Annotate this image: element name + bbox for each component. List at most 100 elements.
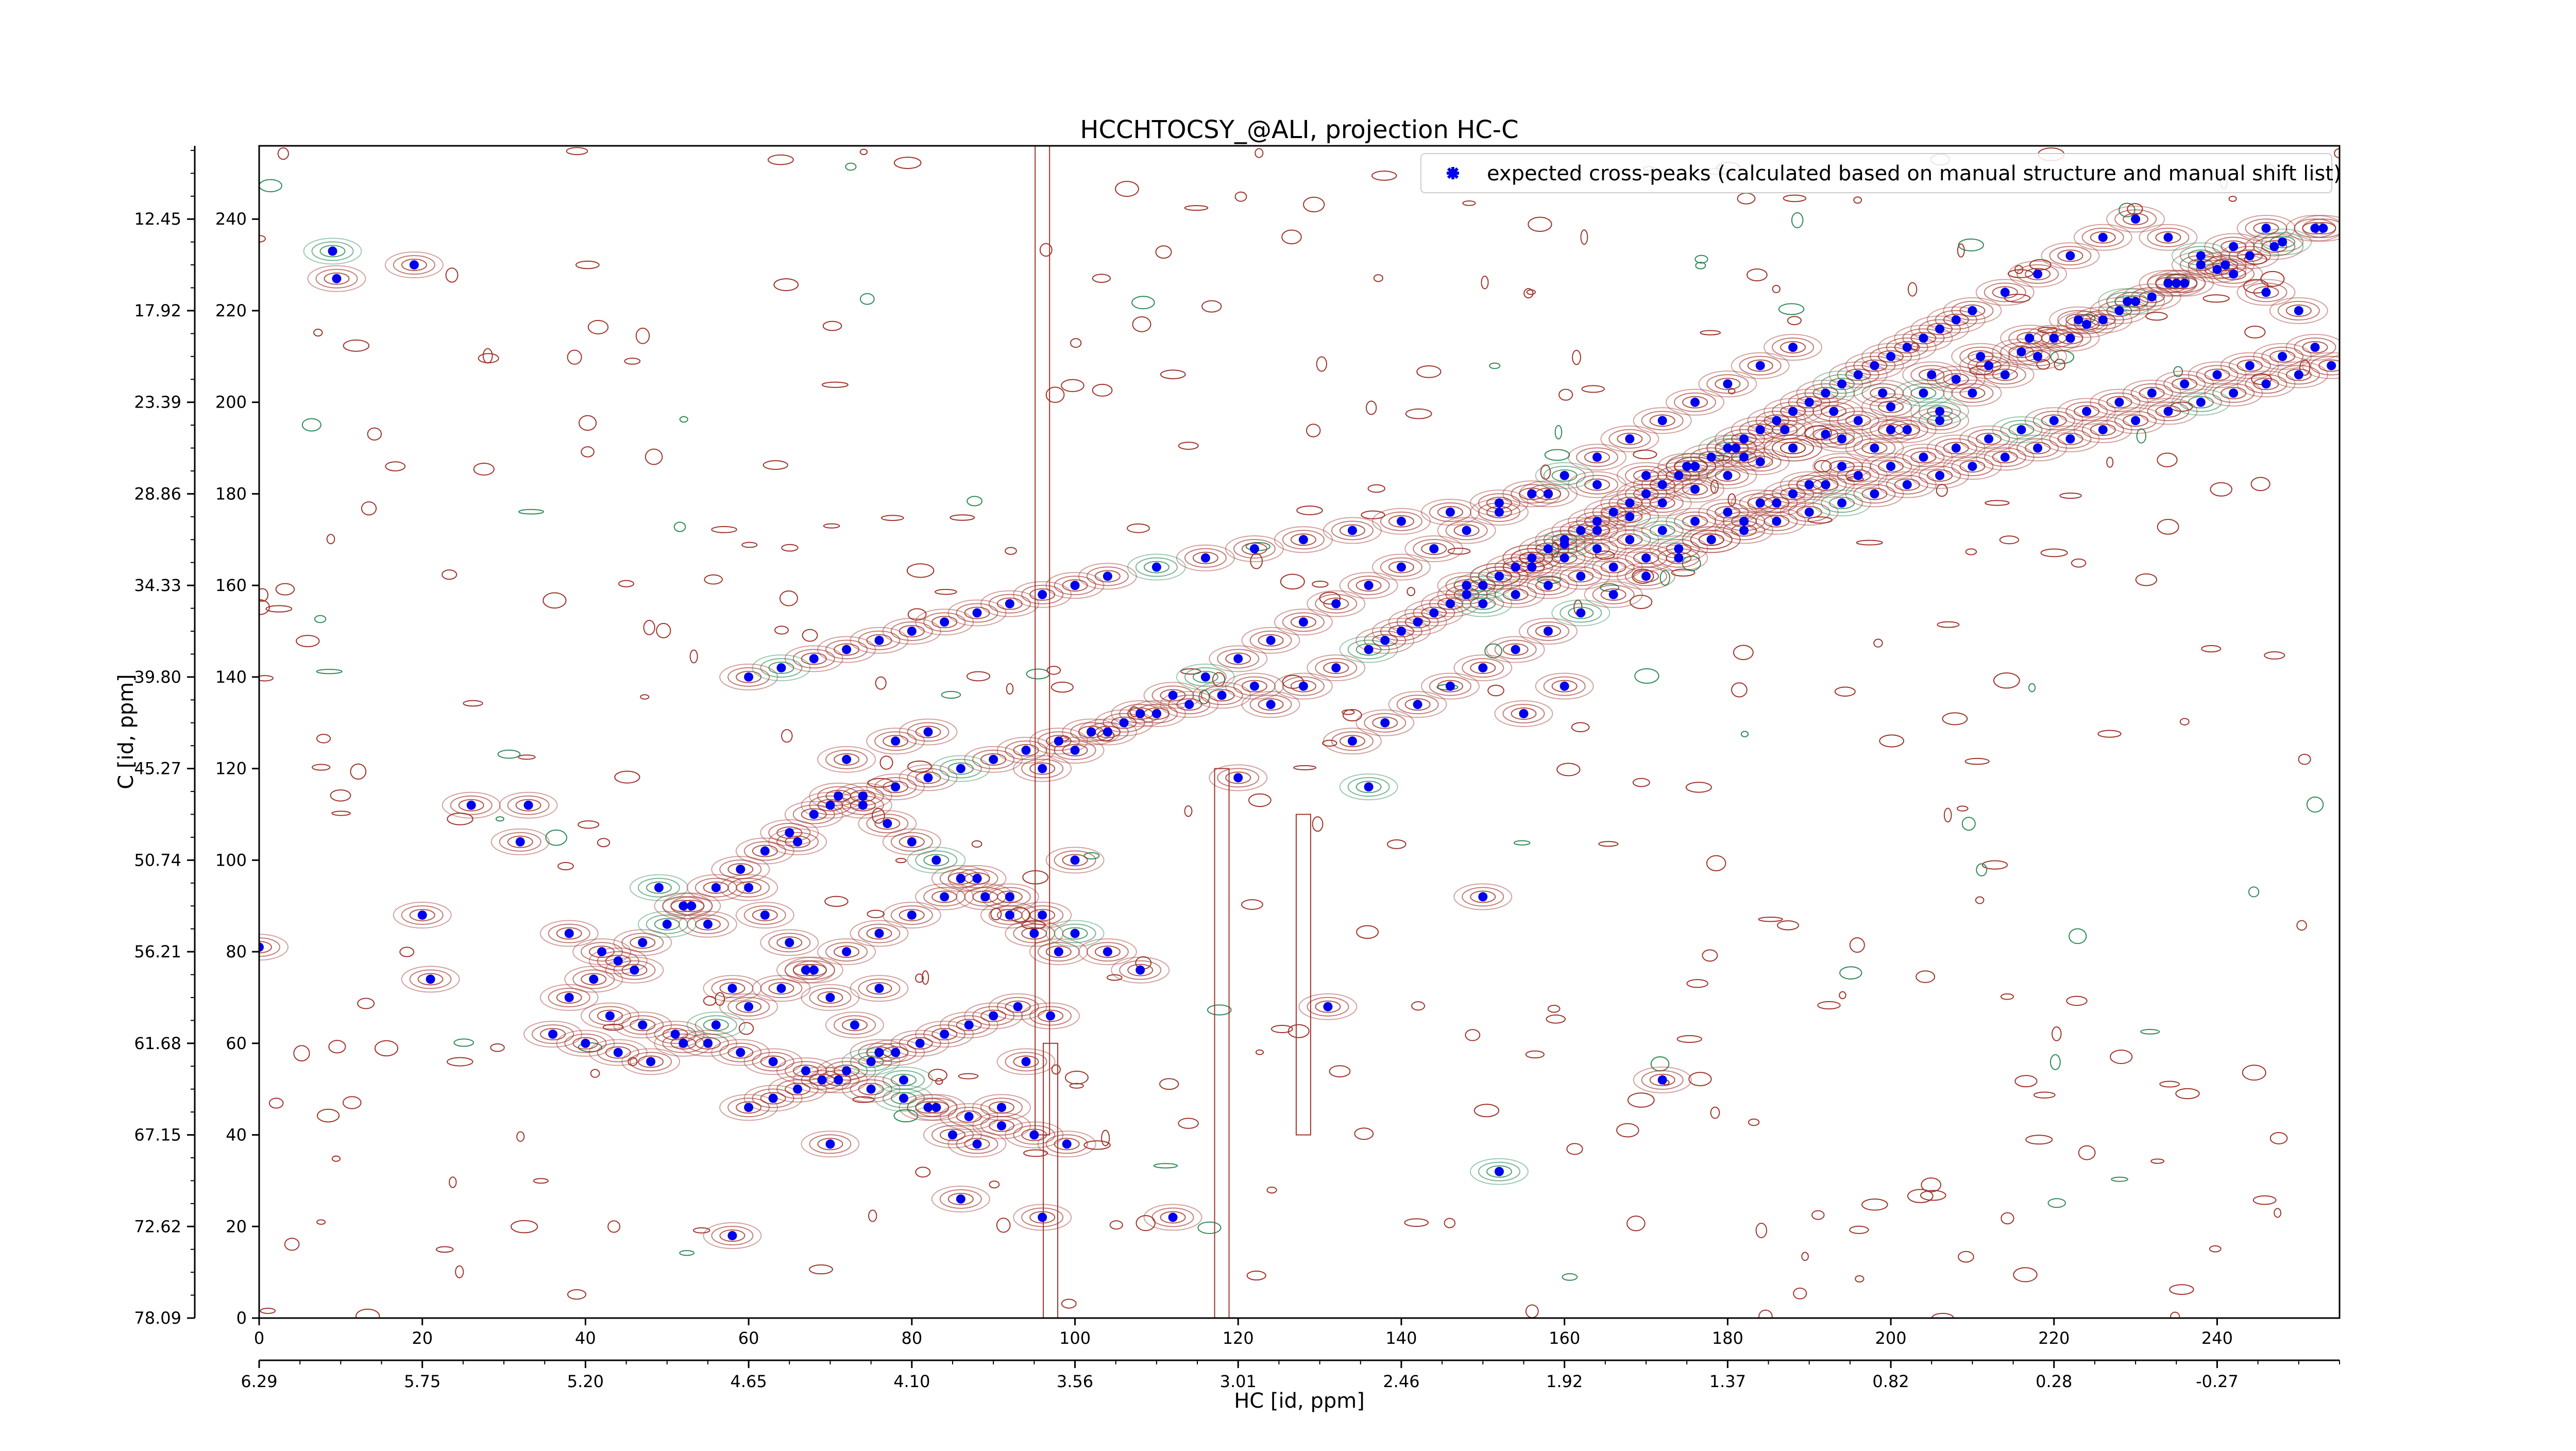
noise-contour bbox=[1484, 643, 1502, 659]
peak-contour bbox=[858, 923, 901, 943]
noise-contour bbox=[1839, 991, 1846, 1000]
noise-contour bbox=[578, 820, 600, 829]
noise-contour bbox=[645, 448, 663, 465]
peak-contour bbox=[1666, 389, 1725, 416]
cross-peak-point bbox=[1184, 700, 1194, 710]
cross-peak-point bbox=[1821, 388, 1831, 398]
noise-contour bbox=[1985, 500, 2010, 506]
peak-contour bbox=[1649, 414, 1675, 427]
noise-contour bbox=[316, 1219, 326, 1225]
peak-contour bbox=[1029, 1006, 1072, 1026]
cross-peak-point bbox=[956, 764, 965, 773]
noise-contour bbox=[1907, 282, 1918, 297]
cross-peak-point bbox=[1829, 407, 1839, 416]
peak-contour bbox=[2016, 332, 2043, 345]
cross-peak-point bbox=[972, 1139, 982, 1149]
cross-peak-point bbox=[866, 1084, 876, 1094]
noise-contour bbox=[2050, 350, 2075, 364]
peak-contour bbox=[2041, 242, 2100, 269]
cross-peak-point bbox=[2294, 370, 2303, 380]
peak-contour bbox=[1698, 533, 1724, 546]
cross-peak-point bbox=[793, 1084, 803, 1094]
peak-contour bbox=[2253, 237, 2296, 257]
peak-contour bbox=[2269, 297, 2328, 324]
noise-contour bbox=[316, 1108, 340, 1123]
noise-contour bbox=[1528, 216, 1552, 232]
peak-contour bbox=[890, 621, 933, 641]
noise-contour bbox=[1184, 805, 1193, 817]
peak-contour bbox=[1029, 588, 1056, 601]
cross-peak-point bbox=[1527, 562, 1537, 572]
peak-contour bbox=[1298, 993, 1358, 1020]
cross-peak-point bbox=[736, 1048, 745, 1057]
peak-contour bbox=[1812, 401, 1855, 421]
noise-contour bbox=[822, 320, 842, 331]
cross-peak-point bbox=[1070, 581, 1080, 590]
cross-peak-point bbox=[2000, 370, 2010, 380]
peak-contour bbox=[1560, 566, 1602, 586]
peak-contour bbox=[2123, 414, 2149, 427]
cross-peak-point bbox=[2294, 306, 2303, 315]
peak-contour bbox=[1437, 680, 1463, 693]
noise-contour bbox=[259, 588, 269, 602]
x-tick-label: 240 bbox=[2201, 1328, 2233, 1348]
peak-contour bbox=[1975, 361, 2035, 389]
noise-contour bbox=[809, 1264, 833, 1275]
peak-contour bbox=[2253, 286, 2279, 299]
peak-contour bbox=[1772, 484, 1815, 504]
peak-contour bbox=[662, 892, 721, 920]
peak-contour bbox=[850, 1079, 892, 1099]
peak-contour bbox=[1861, 383, 1904, 403]
cross-peak-point bbox=[1266, 635, 1276, 645]
y-ppm-tick-label: 61.68 bbox=[134, 1034, 181, 1053]
noise-contour bbox=[2201, 645, 2222, 653]
peak-contour bbox=[899, 835, 925, 848]
noise-contour bbox=[1975, 896, 1985, 904]
peak-contour bbox=[637, 878, 680, 898]
x-tick-label: 220 bbox=[2038, 1328, 2070, 1348]
peak-contour bbox=[1364, 713, 1406, 733]
noise-contour bbox=[1473, 1104, 1500, 1118]
peak-contour bbox=[1086, 942, 1129, 962]
noise-contour bbox=[1405, 408, 1432, 419]
peak-contour bbox=[1453, 524, 1480, 537]
peak-contour bbox=[1543, 465, 1586, 485]
peak-contour bbox=[1584, 543, 1610, 555]
peak-contour bbox=[1021, 1128, 1047, 1141]
noise-contour bbox=[2029, 259, 2052, 271]
peak-contour bbox=[792, 960, 835, 980]
cross-peak-point bbox=[1804, 397, 1814, 407]
noise-contour bbox=[1083, 1140, 1111, 1150]
noise-contour bbox=[1270, 1024, 1293, 1033]
peak-contour bbox=[1184, 548, 1227, 568]
noise-contour bbox=[2157, 519, 2179, 535]
peak-contour bbox=[2081, 227, 2124, 247]
x-tick-label: 60 bbox=[738, 1328, 759, 1348]
peak-contour bbox=[834, 946, 860, 958]
cross-peak-point bbox=[1396, 562, 1406, 572]
noise-contour bbox=[567, 349, 582, 365]
peak-contour bbox=[1633, 1066, 1692, 1093]
peak-contour bbox=[719, 993, 778, 1020]
peak-contour bbox=[1976, 432, 2002, 445]
noise-contour bbox=[1367, 484, 1385, 493]
peak-contour bbox=[1845, 469, 1871, 482]
cross-peak-point bbox=[1413, 617, 1422, 627]
cross-peak-point bbox=[964, 1111, 974, 1121]
noise-contour bbox=[823, 523, 840, 529]
noise-contour bbox=[1155, 245, 1172, 259]
peak-contour bbox=[1861, 487, 1888, 500]
peak-contour bbox=[915, 726, 941, 738]
peak-contour bbox=[801, 652, 827, 665]
cross-peak-point bbox=[1543, 544, 1553, 554]
peak-contour bbox=[1959, 460, 1986, 473]
peak-contour bbox=[556, 991, 582, 1004]
peak-contour bbox=[1926, 306, 1986, 333]
peak-contour bbox=[1649, 524, 1675, 537]
noise-contour bbox=[2202, 294, 2230, 303]
noise-contour bbox=[1546, 1014, 1566, 1024]
cross-peak-point bbox=[1706, 535, 1716, 545]
noise-contour bbox=[1571, 722, 1590, 733]
noise-contour bbox=[1406, 587, 1416, 597]
noise-contour bbox=[1092, 274, 1111, 283]
